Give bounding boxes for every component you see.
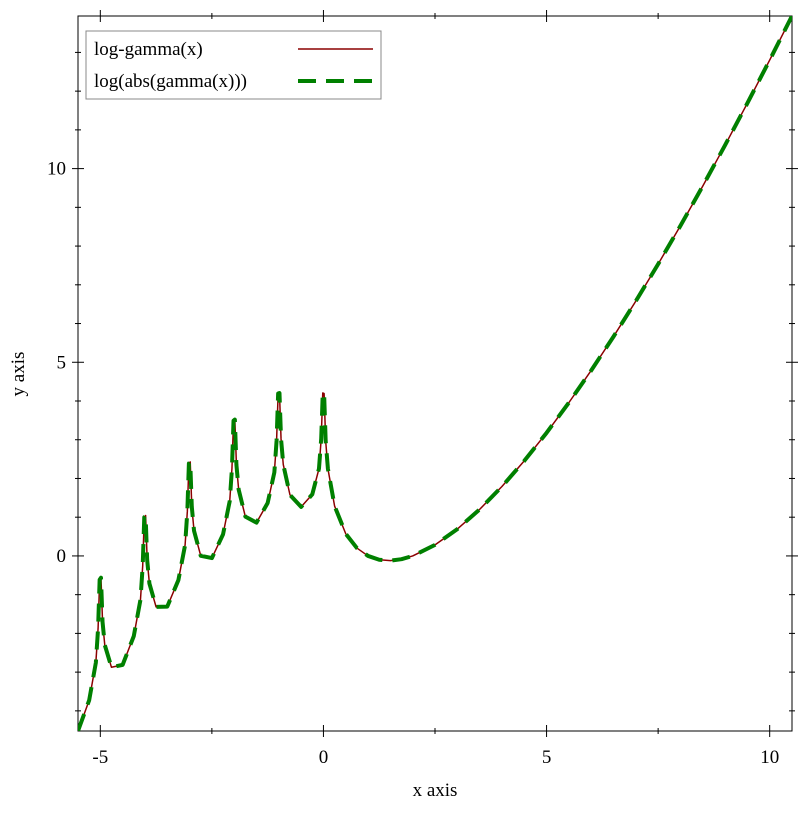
plot-frame xyxy=(77,15,793,732)
x-axis-label: x axis xyxy=(413,780,458,801)
y-tick-label: 5 xyxy=(57,352,67,373)
y-tick-label: 10 xyxy=(47,159,66,180)
series-line xyxy=(78,16,792,731)
y-tick-label: 0 xyxy=(57,546,67,567)
legend-box xyxy=(85,30,382,100)
legend-label: log-gamma(x) xyxy=(94,39,203,60)
x-tick-label: 10 xyxy=(760,747,779,768)
x-tick-label: 0 xyxy=(319,747,329,768)
series-line xyxy=(78,16,792,731)
x-tick-label: 5 xyxy=(542,747,552,768)
y-axis-label: y axis xyxy=(8,352,29,397)
legend-label: log(abs(gamma(x))) xyxy=(94,71,247,92)
x-tick-label: -5 xyxy=(92,747,108,768)
